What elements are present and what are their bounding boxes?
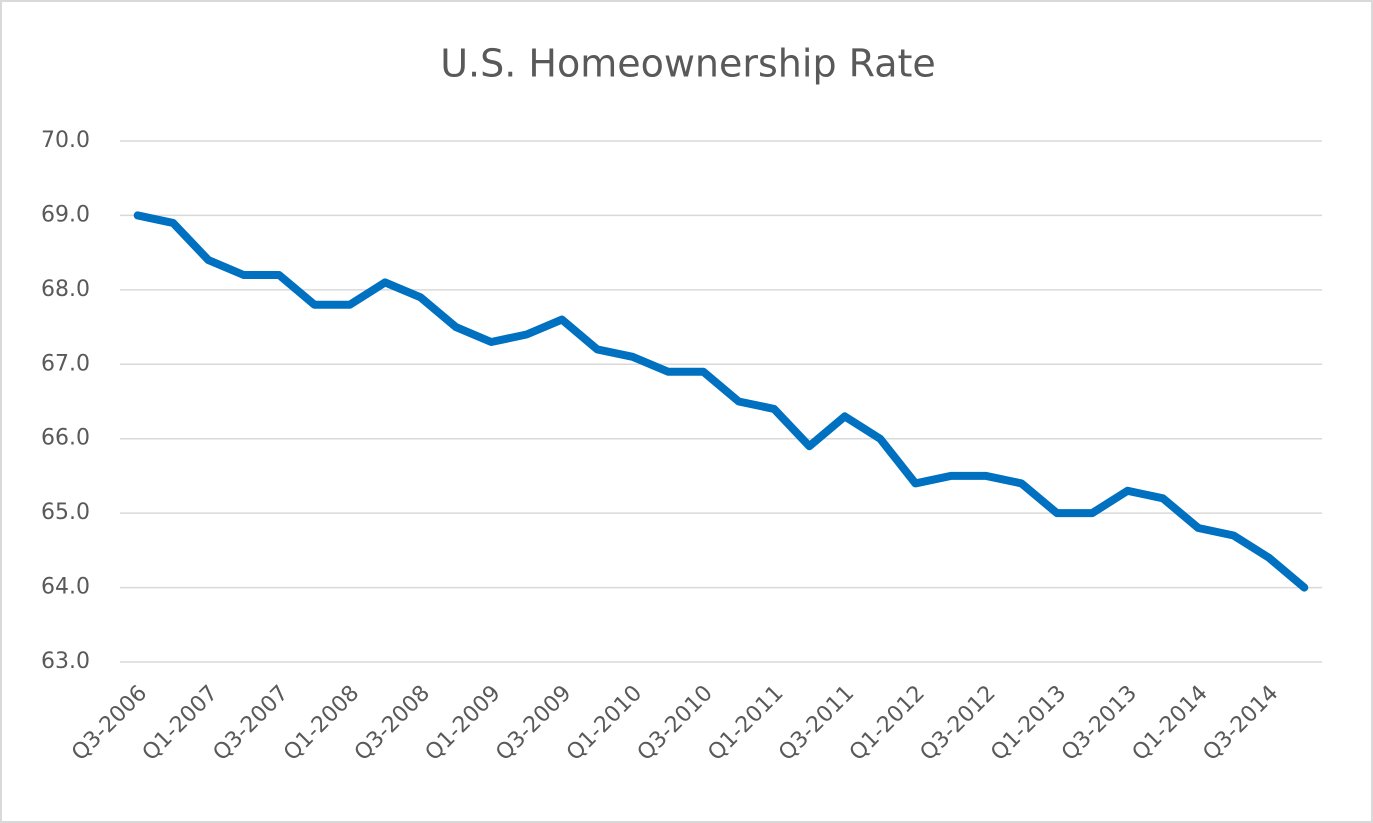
y-tick-label: 67.0 xyxy=(41,351,90,376)
y-tick-label: 64.0 xyxy=(41,575,90,600)
series-line xyxy=(133,211,1309,592)
y-tick-label: 70.0 xyxy=(41,128,90,153)
y-tick-label: 68.0 xyxy=(41,277,90,302)
chart-title: U.S. Homeownership Rate xyxy=(440,42,936,86)
y-tick-label: 63.0 xyxy=(41,649,90,674)
y-tick-label: 69.0 xyxy=(41,202,90,227)
y-tick-label: 66.0 xyxy=(41,426,90,451)
y-tick-label: 65.0 xyxy=(41,500,90,525)
